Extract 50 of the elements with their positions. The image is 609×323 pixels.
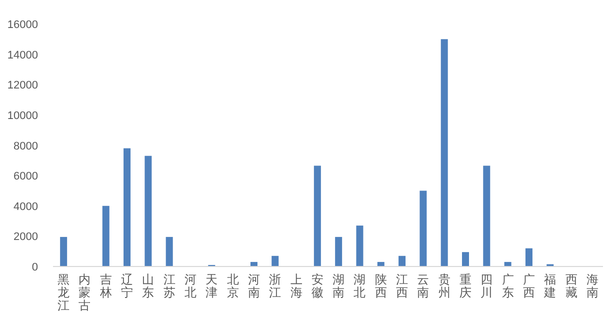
bar (462, 252, 469, 266)
bar (144, 156, 152, 266)
y-tick-label: 4000 (14, 200, 38, 213)
y-tick-label: 2000 (14, 231, 38, 244)
bar (440, 39, 448, 266)
x-tick-label: 广西 (522, 272, 535, 300)
y-tick-label: 16000 (7, 19, 38, 31)
x-tick-label: 上海 (290, 272, 302, 300)
bar (124, 148, 131, 266)
bar (314, 166, 321, 266)
x-tick-label: 吉林 (98, 272, 112, 300)
x-tick-label: 江西 (396, 272, 408, 300)
y-tick-label: 0 (32, 262, 38, 274)
x-tick-label: 湖北 (354, 272, 366, 300)
x-tick-label: 浙江 (269, 272, 282, 300)
x-tick-label: 陕西 (374, 272, 387, 300)
bar (356, 226, 364, 266)
x-tick-label: 福建 (543, 272, 556, 300)
bar (398, 256, 406, 266)
x-tick-label: 黑龙江 (58, 272, 70, 312)
bar (335, 236, 342, 266)
x-tick-label: 海南 (586, 272, 598, 300)
x-tick-label: 山东 (142, 272, 154, 300)
x-tick-label: 辽宁 (121, 272, 134, 300)
y-tick-label: 10000 (7, 110, 38, 122)
x-tick-label: 内蒙古 (78, 272, 91, 312)
bar (60, 236, 68, 266)
y-tick-label: 14000 (7, 49, 38, 62)
y-tick-label: 12000 (7, 80, 38, 92)
x-tick-label: 湖南 (332, 272, 345, 300)
bar (166, 236, 173, 266)
bar (272, 256, 279, 266)
x-tick-label: 江苏 (163, 272, 176, 300)
bar (483, 166, 490, 266)
x-tick-label: 重庆 (460, 272, 472, 300)
x-tick-label: 河南 (248, 272, 260, 300)
x-tick-label: 广东 (502, 272, 514, 300)
x-tick-label: 贵州 (438, 272, 450, 300)
y-tick-label: 6000 (14, 170, 38, 183)
x-tick-label: 四川 (480, 272, 493, 300)
x-tick-label: 天津 (206, 272, 218, 300)
y-tick-label: 8000 (14, 140, 38, 152)
bar (525, 248, 532, 266)
x-tick-label: 云南 (417, 272, 430, 300)
x-tick-label: 西藏 (565, 272, 578, 300)
x-tick-label: 北京 (226, 272, 239, 300)
bar (102, 206, 110, 266)
x-tick-label: 安徽 (311, 272, 324, 300)
bar (420, 190, 427, 266)
x-tick-label: 河北 (184, 272, 196, 300)
